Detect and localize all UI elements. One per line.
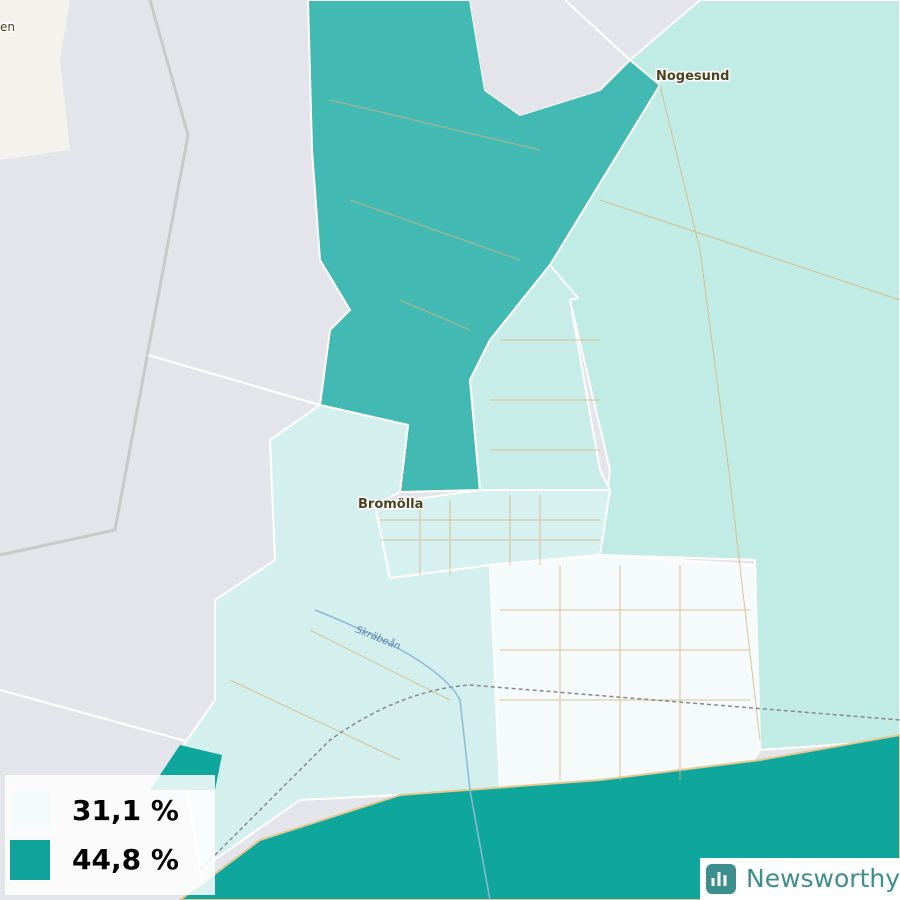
place-label: Nogesund: [656, 69, 730, 84]
border: [0, 0, 190, 557]
water: [470, 0, 600, 115]
boundary: [0, 0, 631, 746]
area-pale: [178, 403, 502, 872]
legend-swatch: [10, 790, 50, 830]
legend-label: 31,1 %: [72, 794, 179, 827]
brand-logo-bars: [711, 872, 727, 886]
brand-logo: [706, 864, 736, 894]
place-label: Bromölla: [358, 497, 423, 512]
river: [314, 609, 491, 900]
legend-swatch: [10, 840, 50, 880]
place-label: en: [0, 20, 15, 34]
land: [0, 0, 70, 160]
legend-label: 44,8 %: [72, 843, 179, 876]
brand-label: Newsworthy: [746, 864, 900, 893]
area-white: [488, 553, 762, 792]
